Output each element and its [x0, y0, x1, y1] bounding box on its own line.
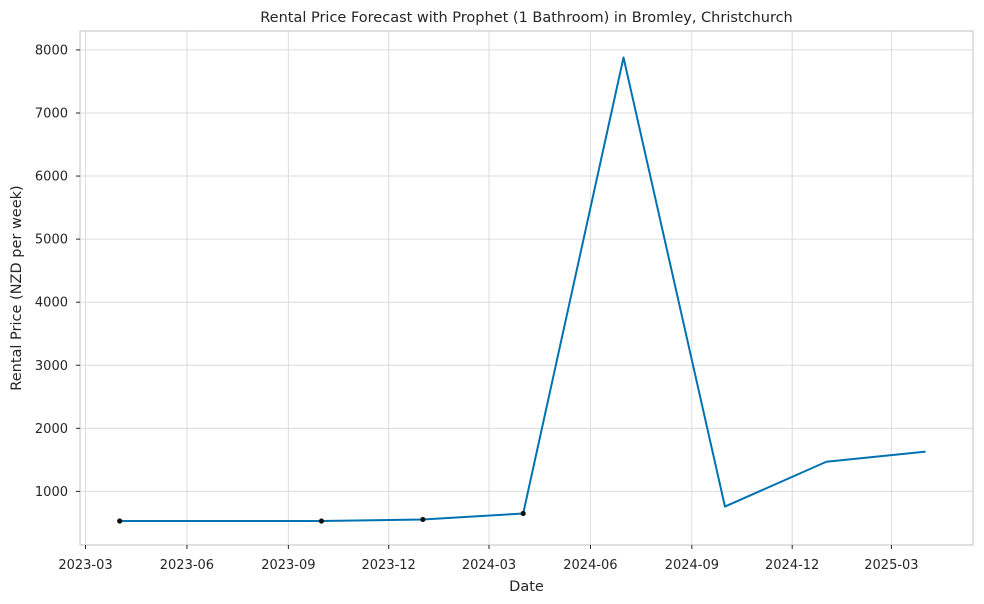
data-layer — [117, 56, 926, 524]
y-tick-label: 3000 — [35, 359, 68, 374]
x-tick-label: 2024-09 — [665, 558, 719, 573]
x-axis-label: Date — [509, 579, 544, 595]
y-tick-label: 4000 — [35, 296, 68, 311]
y-tick-label: 1000 — [35, 485, 68, 500]
observed-point — [520, 510, 526, 517]
y-tick-label: 5000 — [35, 233, 68, 248]
observed-point — [117, 518, 123, 524]
y-tick-label: 6000 — [35, 170, 68, 185]
forecast-line — [119, 56, 926, 523]
x-tick-label: 2023-12 — [362, 558, 416, 573]
observed-point — [420, 516, 426, 523]
x-tick-label: 2023-09 — [261, 558, 315, 573]
y-tick-label: 8000 — [35, 43, 68, 58]
chart-title: Rental Price Forecast with Prophet (1 Ba… — [260, 10, 793, 26]
x-tick-label: 2025-03 — [864, 558, 918, 573]
tick-layer: 2023-03 2023-06 2023-09 2023-12 2024-03 2024-… — [35, 43, 919, 573]
x-tick-label: 2024-12 — [765, 558, 819, 573]
observed-point — [318, 518, 325, 524]
grid-layer — [80, 31, 973, 545]
x-tick-label: 2024-03 — [462, 558, 516, 573]
x-tick-label: 2024-06 — [563, 558, 617, 573]
y-axis-label: Rental Price (NZD per week) — [9, 185, 25, 390]
y-tick-label: 7000 — [35, 106, 68, 121]
x-tick-label: 2023-06 — [160, 558, 214, 573]
y-tick-label: 2000 — [35, 422, 68, 437]
plot-frame — [79, 30, 974, 546]
x-tick-label: 2023-03 — [58, 558, 112, 573]
